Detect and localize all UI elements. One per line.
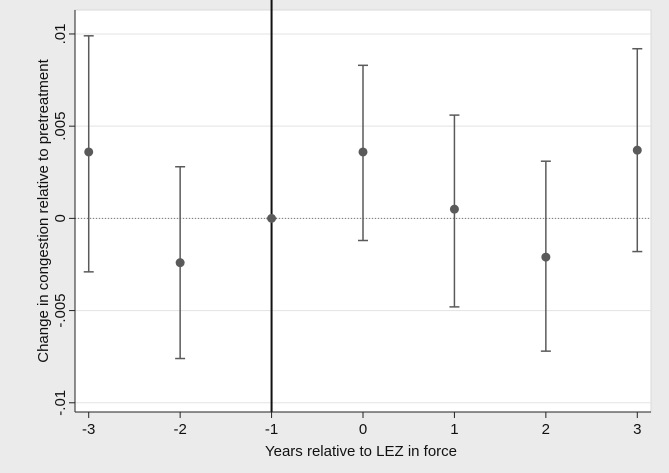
y-tick-label: .01 [52,24,69,45]
y-tick-label: 0 [52,214,69,222]
y-tick-label: .005 [52,112,69,141]
point-estimate [358,147,368,157]
x-tick-label: 0 [359,421,367,438]
x-tick-label: -2 [173,421,186,438]
point-estimate [449,204,459,214]
x-axis-label: Years relative to LEZ in force [265,443,457,460]
point-estimate [84,147,94,157]
point-estimate [267,213,277,223]
y-axis-label: Change in congestion relative to pretrea… [35,58,52,362]
x-tick-label: 3 [633,421,641,438]
point-estimate [632,145,642,155]
x-tick-label: 1 [450,421,458,438]
x-tick-label: 2 [542,421,550,438]
y-tick-label: -.01 [52,390,69,416]
x-tick-label: -3 [82,421,95,438]
point-estimate [175,258,185,268]
point-estimate [541,252,551,262]
y-tick-label: -.005 [52,293,69,327]
x-tick-label: -1 [265,421,278,438]
